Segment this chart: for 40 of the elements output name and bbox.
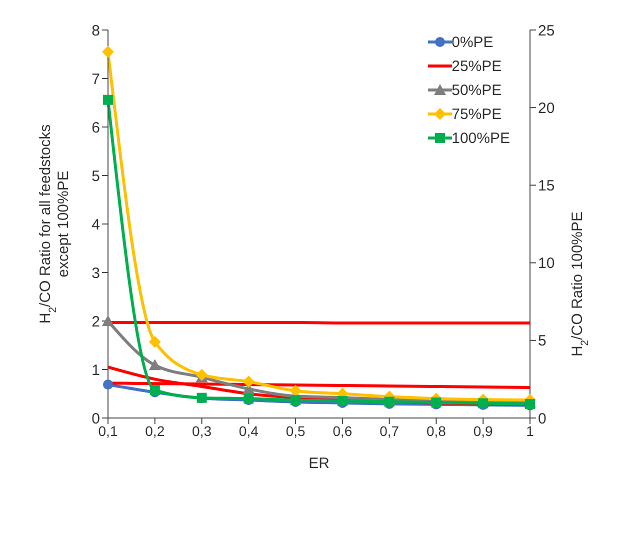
y2-tick-label: 0 — [538, 410, 546, 428]
legend-label: 75%PE — [452, 106, 502, 122]
point — [103, 380, 113, 390]
y-tick-label: 3 — [92, 264, 100, 282]
x-tick-label: 0,9 — [473, 422, 494, 439]
x-tick-label: 0,8 — [426, 422, 446, 439]
point — [102, 46, 114, 58]
y-tick-label: 2 — [92, 313, 100, 330]
point — [290, 384, 302, 397]
x-tick-label: 0,5 — [286, 422, 306, 439]
legend-label: 25%PE — [452, 58, 502, 74]
legend-label: 100%PE — [452, 130, 510, 146]
point — [103, 94, 113, 105]
point — [148, 359, 161, 370]
x-tick-label: 0,1 — [98, 422, 118, 439]
y2-tick-label: 20 — [538, 100, 555, 117]
y2-tick-label: 15 — [538, 178, 555, 195]
x-tick-label: 0,3 — [192, 422, 212, 439]
y-tick-label: 7 — [92, 70, 100, 88]
y-tick-label: 4 — [92, 216, 100, 234]
x-tick-label: 0,2 — [145, 422, 165, 439]
point — [148, 336, 161, 348]
y2-tick-label: 25 — [538, 22, 555, 40]
y-tick-label: 5 — [92, 168, 100, 185]
y2-tick-label: 5 — [538, 332, 546, 350]
y-tick-label: 0 — [92, 410, 100, 428]
x-axis-title: ER — [308, 455, 330, 472]
y-tick-label: 6 — [92, 119, 100, 136]
point — [242, 376, 255, 388]
x-tick-label: 1 — [526, 422, 534, 439]
x-tick-label: 0,7 — [380, 422, 400, 439]
x-tick-label: 0,6 — [332, 422, 352, 439]
legend-label: 50%PE — [452, 82, 502, 98]
point — [196, 368, 208, 381]
y2-tick-label: 10 — [538, 255, 555, 272]
point — [102, 315, 114, 326]
y-tick-label: 8 — [92, 22, 100, 40]
legend-label: 0%PE — [452, 34, 494, 50]
y-tick-label: 1 — [92, 362, 100, 379]
x-tick-label: 0,4 — [238, 422, 259, 439]
